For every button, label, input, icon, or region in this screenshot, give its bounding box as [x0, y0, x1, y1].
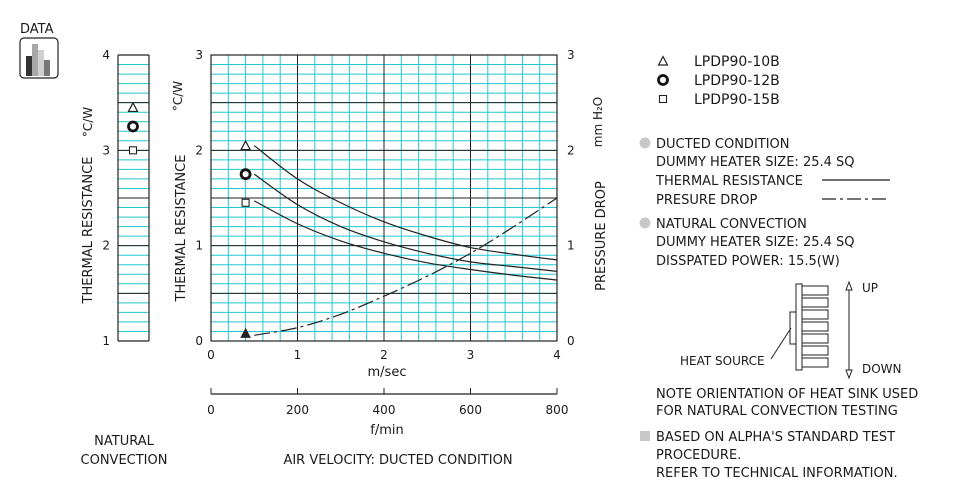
natural-ytick-label: 1: [102, 334, 110, 348]
ducted-ylabel-right: PRESSURE DROP: [594, 181, 609, 291]
natural-power: DISSPATED POWER: 15.5(W): [656, 254, 840, 269]
orientation-note-line-2: FOR NATURAL CONVECTION TESTING: [656, 404, 898, 419]
thermal-resistance-line: [253, 200, 558, 281]
standard-note-line-1: BASED ON ALPHA'S STANDARD TEST: [656, 430, 895, 445]
y2-tick-label: 1: [567, 239, 575, 253]
x-tick-label: 1: [294, 348, 302, 362]
heat-sink-fin: [801, 345, 829, 356]
legend-label: LPDP90-12B: [694, 73, 780, 89]
ducted-pressure-label: PRESURE DROP: [656, 193, 758, 208]
natural-convection-grid: [117, 54, 150, 342]
x-tick-label: 4: [553, 348, 561, 362]
heat-sink-fin: [801, 321, 829, 332]
x-tick-label: 3: [467, 348, 475, 362]
natural-marker: [127, 101, 139, 113]
series-start-marker: [241, 198, 250, 207]
natural-title: NATURAL CONVECTION: [656, 217, 807, 232]
natural-caption-line-2: CONVECTION: [81, 453, 168, 468]
ducted-xlabel: m/sec: [368, 365, 407, 380]
secondary-x-ticks: 0 200 400 600 800: [207, 388, 568, 417]
natural-heater: DUMMY HEATER SIZE: 25.4 SQ: [656, 235, 855, 250]
natural-ytick-label: 3: [102, 143, 110, 157]
thermal-resistance-line: [253, 145, 558, 261]
natural-marker: [128, 146, 138, 155]
ducted-caption: AIR VELOCITY: DUCTED CONDITION: [283, 453, 512, 468]
heat-sink-fin: [801, 333, 829, 344]
data-badge-icon: [19, 37, 59, 79]
series-start-marker: [240, 327, 251, 338]
y-tick-label: 1: [195, 239, 203, 253]
ducted-bullet: [639, 137, 651, 149]
y2-tick-label: 3: [567, 48, 575, 62]
ducted-ylabel-left: THERMAL RESISTANCE: [174, 155, 189, 303]
standard-note-line-3: REFER TO TECHNICAL INFORMATION.: [656, 466, 898, 481]
heat-sink-diagram: [770, 280, 853, 380]
standard-note-bullet: [640, 431, 650, 441]
x2-tick-label: 600: [459, 403, 482, 417]
y-tick-label: 3: [195, 48, 203, 62]
legend-label: LPDP90-10B: [694, 54, 780, 70]
legend-marker: [657, 74, 669, 86]
diagram-down-label: DOWN: [862, 362, 902, 376]
thermal-resistance-line: [253, 173, 558, 273]
diagram-up-label: UP: [862, 281, 878, 295]
diagram-heat-source-label: HEAT SOURCE: [680, 354, 765, 368]
ducted-chart-series: [253, 145, 558, 336]
series-start-marker: [239, 168, 252, 181]
x2-tick-label: 0: [207, 403, 215, 417]
natural-ytick-label: 2: [102, 239, 110, 253]
y-tick-label: 2: [195, 143, 203, 157]
heat-sink-fin: [801, 309, 829, 320]
heat-sink-fin: [801, 285, 829, 296]
ducted-xlabel2: f/min: [370, 423, 403, 438]
pressure-drop-line: [254, 197, 558, 336]
y2-tick-label: 0: [567, 334, 575, 348]
x-tick-label: 2: [380, 348, 388, 362]
natural-ylabel: THERMAL RESISTANCE: [81, 157, 96, 305]
ducted-unit-right: mm H₂O: [591, 97, 605, 147]
orientation-note-line-1: NOTE ORIENTATION OF HEAT SINK USED: [656, 387, 918, 402]
natural-ytick-label: 4: [102, 48, 110, 62]
ducted-heater: DUMMY HEATER SIZE: 25.4 SQ: [656, 155, 855, 170]
natural-markers: [127, 101, 139, 155]
legend-marker: [657, 55, 669, 66]
natural-yticks: 1 2 3 4: [102, 48, 110, 348]
heat-sink-fin: [801, 357, 829, 368]
natural-bullet: [639, 217, 651, 229]
natural-marker: [127, 120, 139, 133]
legend-marker: [658, 94, 668, 104]
y2-tick-label: 2: [567, 143, 575, 157]
heat-sink-fin: [801, 297, 829, 308]
data-badge-label: DATA: [20, 22, 54, 37]
x-tick-label: 0: [207, 348, 215, 362]
legend: LPDP90-10B LPDP90-12B LPDP90-15B: [657, 54, 780, 108]
x2-tick-label: 200: [286, 403, 309, 417]
legend-label: LPDP90-15B: [694, 92, 780, 108]
natural-caption-line-1: NATURAL: [94, 434, 154, 449]
natural-unit-label: °C/W: [81, 107, 95, 137]
ducted-thermal-label: THERMAL RESISTANCE: [655, 174, 803, 189]
series-start-marker: [240, 139, 252, 151]
ducted-chart-grid: [210, 54, 558, 342]
ducted-title: DUCTED CONDITION: [656, 137, 790, 152]
x2-tick-label: 400: [373, 403, 396, 417]
x2-tick-label: 800: [546, 403, 569, 417]
standard-note-line-2: PROCEDURE.: [656, 448, 741, 463]
y-tick-label: 0: [195, 334, 203, 348]
ducted-chart-start-markers: [239, 139, 252, 338]
ducted-unit-left: °C/W: [171, 81, 185, 111]
